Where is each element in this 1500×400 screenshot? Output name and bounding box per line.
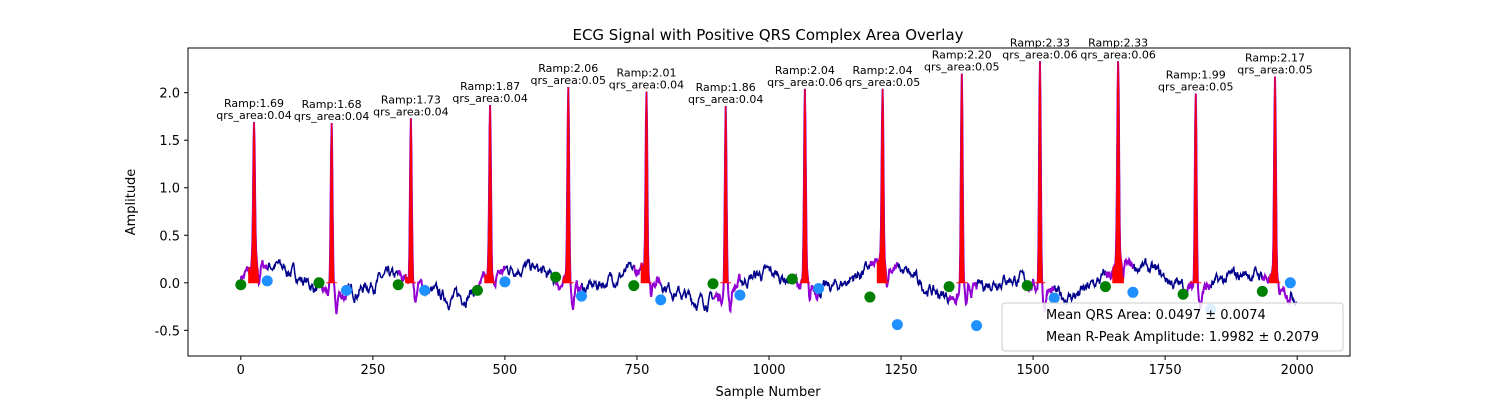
qrs-area-annotation: qrs_area:0.04 (609, 79, 684, 92)
qrs-area-fill (1112, 61, 1124, 284)
qrs-area-annotation: qrs_area:0.05 (845, 76, 920, 89)
qrs-offset-marker (655, 294, 667, 306)
ramp-annotation: Ramp:1.73 (381, 93, 441, 106)
qrs-offset-marker (891, 319, 903, 331)
y-tick-label: 1.5 (159, 134, 180, 149)
qrs-offset-marker (813, 283, 825, 295)
x-axis-label: Sample Number (715, 385, 821, 400)
qrs-area-annotation: qrs_area:0.04 (688, 93, 763, 106)
qrs-offset-marker (499, 276, 511, 288)
qrs-offset-marker (1284, 277, 1296, 289)
qrs-area-annotation: qrs_area:0.06 (1002, 48, 1077, 61)
qrs-area-annotation: qrs_area:0.04 (373, 105, 448, 118)
qrs-onset-marker (786, 273, 798, 285)
ramp-annotation: Ramp:1.68 (302, 98, 362, 111)
legend: Mean QRS Area: 0.0497 ± 0.0074 Mean R-Pe… (1001, 302, 1344, 352)
qrs-offset-marker (971, 320, 983, 332)
annotation-layer: Ramp:1.69qrs_area:0.04Ramp:1.68qrs_area:… (216, 36, 1312, 123)
qrs-area-annotation: qrs_area:0.04 (216, 109, 291, 122)
ramp-annotation: Ramp:2.01 (616, 67, 676, 80)
qrs-onset-marker (707, 278, 719, 290)
qrs-offset-marker (419, 284, 431, 296)
ramp-annotation: Ramp:2.06 (538, 62, 598, 75)
ramp-annotation: Ramp:2.33 (1088, 36, 1148, 49)
y-tick-label: 1.0 (159, 182, 180, 197)
ramp-annotation: Ramp:1.69 (224, 97, 284, 110)
chart-title: ECG Signal with Positive QRS Complex Are… (572, 26, 963, 44)
qrs-area-fill (799, 88, 811, 284)
qrs-area-annotation: qrs_area:0.05 (924, 61, 999, 74)
qrs-onset-marker (1177, 288, 1189, 300)
qrs-area-fill (484, 104, 496, 284)
y-tick-label: -0.5 (155, 324, 180, 339)
qrs-onset-marker (628, 280, 640, 292)
x-tick-label: 250 (360, 363, 385, 378)
qrs-area-fill (720, 105, 731, 284)
qrs-onset-marker (471, 284, 483, 296)
y-tick-label: 2.0 (159, 87, 180, 102)
plot-area (235, 61, 1298, 332)
qrs-area-annotation: qrs_area:0.05 (1237, 64, 1312, 77)
qrs-onset-marker (235, 279, 247, 291)
qrs-onset-marker (943, 281, 955, 293)
qrs-area-fill (956, 73, 968, 284)
qrs-area-fill (562, 86, 574, 284)
x-tick-label: 1750 (1149, 363, 1182, 378)
qrs-area-fill (640, 91, 652, 284)
ramp-annotation: Ramp:1.86 (696, 81, 756, 94)
x-tick-label: 1500 (1017, 363, 1050, 378)
qrs-offset-marker (734, 289, 746, 301)
qrs-area-annotation: qrs_area:0.06 (767, 76, 842, 89)
ramp-annotation: Ramp:2.20 (932, 49, 992, 62)
x-tick-label: 1000 (752, 363, 785, 378)
qrs-onset-marker (1099, 281, 1111, 293)
qrs-area-annotation: qrs_area:0.06 (1080, 48, 1155, 61)
ramp-annotation: Ramp:1.87 (460, 80, 520, 93)
qrs-area-annotation: qrs_area:0.04 (452, 92, 527, 105)
qrs-offset-marker (261, 275, 273, 287)
ramp-annotation: Ramp:2.04 (853, 64, 913, 77)
qrs-area-fill (1189, 93, 1202, 284)
qrs-area-annotation: qrs_area:0.05 (531, 74, 606, 87)
qrs-onset-marker (313, 277, 325, 289)
ramp-annotation: Ramp:1.99 (1166, 69, 1226, 82)
qrs-onset-marker (864, 291, 876, 303)
qrs-offset-marker (575, 290, 587, 302)
qrs-area-annotation: qrs_area:0.04 (294, 110, 369, 123)
qrs-offset-marker (340, 284, 352, 296)
axis-layer: 0 250 500 750 1000 1250 1500 1750 2000 -0.5 0.0 0.5… (155, 87, 1314, 378)
qrs-onset-marker (392, 279, 404, 291)
qrs-area-fill (876, 88, 889, 284)
qrs-area-fill (326, 123, 337, 284)
qrs-offset-marker (1048, 292, 1060, 304)
qrs-area-annotation: qrs_area:0.05 (1158, 81, 1233, 94)
qrs-offset-marker (1127, 286, 1139, 298)
y-axis-label: Amplitude (124, 169, 139, 236)
ramp-annotation: Ramp:2.33 (1010, 36, 1070, 49)
qrs-onset-marker (550, 271, 562, 283)
x-tick-label: 750 (625, 363, 650, 378)
qrs-onset-marker (1256, 285, 1268, 297)
ramp-annotation: Ramp:2.17 (1245, 52, 1305, 65)
qrs-area-fill (1269, 76, 1281, 284)
legend-box (1001, 302, 1344, 352)
qrs-onset-marker (1021, 280, 1033, 292)
x-tick-label: 1250 (884, 363, 917, 378)
legend-entry-r-amplitude: Mean R-Peak Amplitude: 1.9982 ± 0.2079 (1046, 330, 1319, 345)
x-tick-label: 500 (492, 363, 517, 378)
y-tick-label: 0.5 (159, 229, 180, 244)
x-tick-label: 2000 (1281, 363, 1314, 378)
y-tick-label: 0.0 (159, 277, 180, 292)
x-tick-label: 0 (237, 363, 245, 378)
qrs-area-fill (248, 122, 260, 284)
ramp-annotation: Ramp:2.04 (775, 64, 835, 77)
legend-entry-qrs-area: Mean QRS Area: 0.0497 ± 0.0074 (1046, 308, 1266, 323)
qrs-area-fill (1034, 61, 1046, 284)
qrs-area-fill (405, 118, 417, 285)
